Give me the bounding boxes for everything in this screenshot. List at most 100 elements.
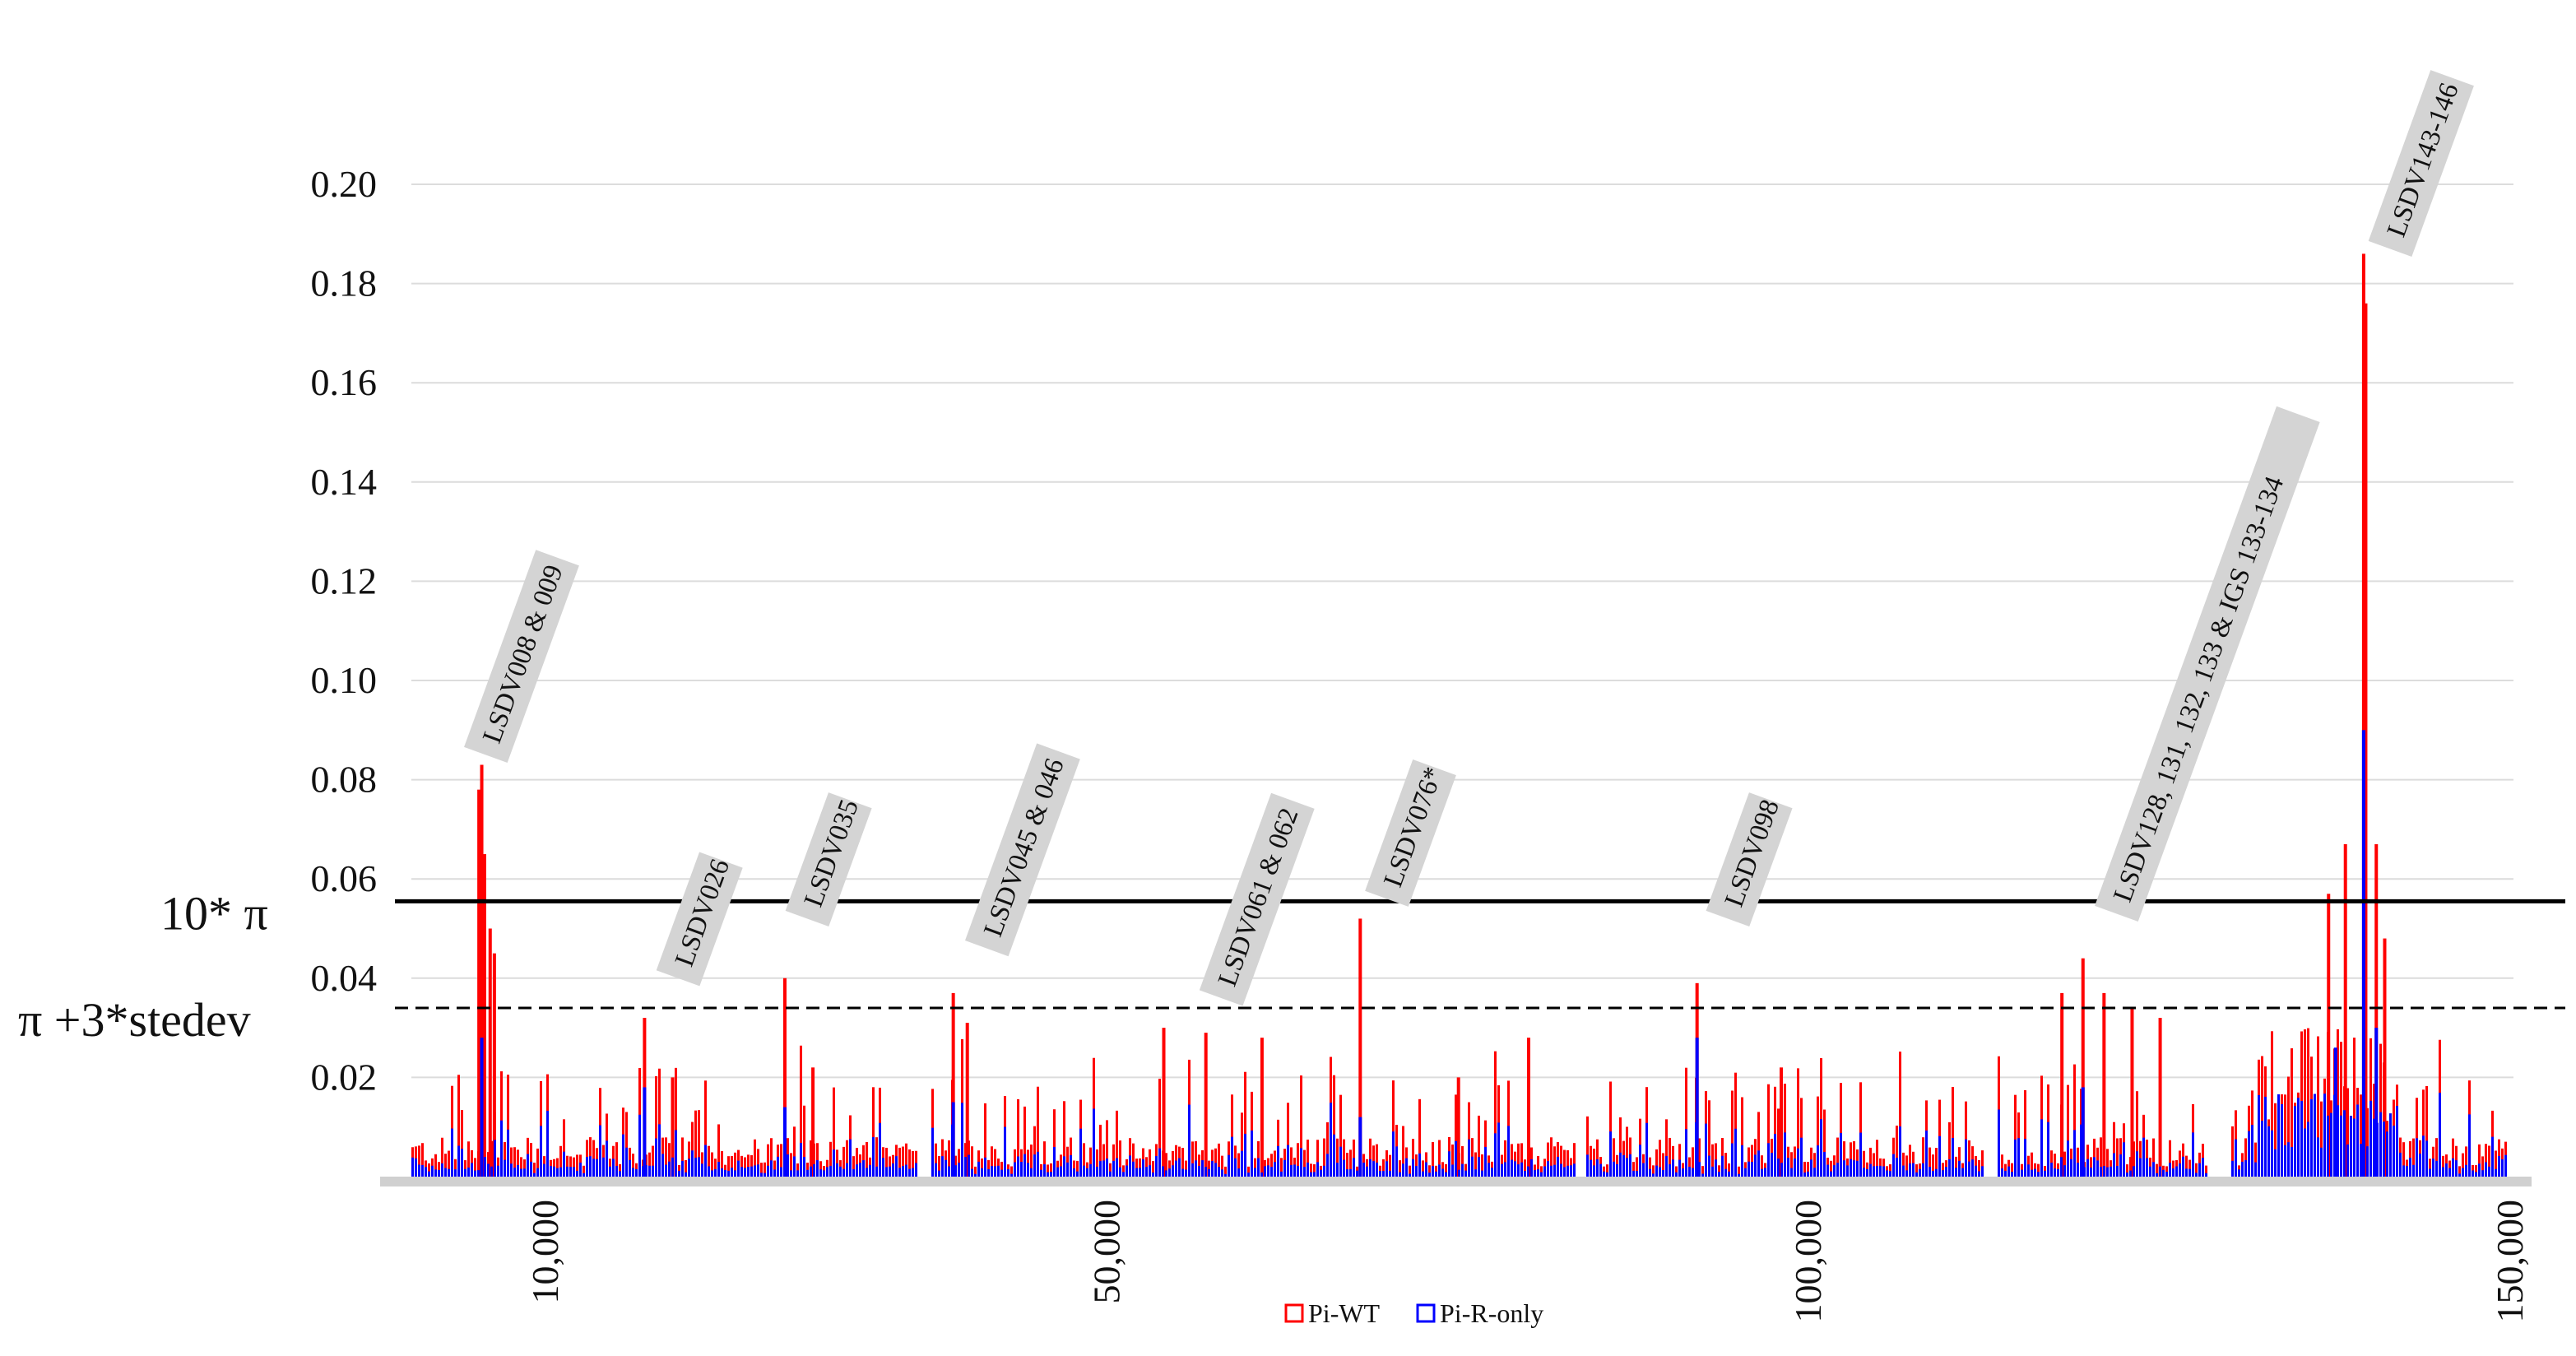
bar-pi-r-only xyxy=(2320,1147,2323,1177)
bar-pi-wt xyxy=(1343,1139,1345,1177)
bar-pi-r-only xyxy=(448,1168,450,1177)
bar-pi-r-only xyxy=(1023,1154,1026,1177)
bar-pi-r-only xyxy=(1310,1172,1312,1177)
bar-pi-wt xyxy=(665,1137,667,1177)
bar-pi-wt xyxy=(1372,1145,1375,1177)
peak-pi-wt xyxy=(2343,843,2347,1177)
bar-pi-wt xyxy=(2169,1140,2171,1177)
peak-pi-r-only xyxy=(480,1038,484,1177)
bar-pi-r-only xyxy=(1382,1171,1385,1177)
bar-pi-wt xyxy=(1909,1145,1911,1177)
bar-pi-r-only xyxy=(2307,1121,2309,1177)
x-axis: 10,000 50,000 100,000 150,000 xyxy=(524,1200,2531,1323)
bar-pi-wt xyxy=(1520,1143,1523,1177)
bar-pi-wt xyxy=(971,1146,973,1177)
bar-pi-r-only xyxy=(1537,1169,1539,1177)
bar-pi-r-only xyxy=(461,1149,463,1177)
bar-pi-r-only xyxy=(2011,1172,2013,1177)
bar-pi-r-only xyxy=(1102,1160,1105,1177)
bar-pi-r-only xyxy=(2244,1160,2247,1177)
series-pi-r-only xyxy=(411,730,2507,1177)
bar-pi-r-only xyxy=(984,1157,986,1177)
bar-pi-wt xyxy=(1399,1160,1401,1177)
bar-pi-r-only xyxy=(566,1166,569,1177)
bar-pi-r-only xyxy=(787,1154,789,1177)
bar-pi-r-only xyxy=(559,1167,562,1177)
bar-pi-wt xyxy=(2054,1154,2056,1177)
bar-pi-r-only xyxy=(530,1161,532,1177)
bar-pi-r-only xyxy=(780,1167,782,1177)
bar-pi-wt xyxy=(2422,1089,2425,1177)
bar-pi-wt xyxy=(872,1087,875,1177)
y-axis: 0.20 0.18 0.16 0.14 0.12 0.10 0.08 0.06 0.04 0.02 xyxy=(311,163,378,1098)
bar-pi-wt xyxy=(708,1145,710,1177)
bar-pi-r-only xyxy=(1550,1165,1553,1177)
bar-pi-r-only xyxy=(754,1165,756,1177)
bar-pi-r-only xyxy=(1731,1143,1734,1177)
bar-pi-wt xyxy=(1563,1149,1566,1177)
peak-pi-r-only xyxy=(1695,1038,1699,1177)
bar-pi-wt xyxy=(1244,1071,1246,1177)
bar-pi-wt xyxy=(1231,1094,1233,1177)
bar-pi-r-only xyxy=(1873,1166,1875,1177)
y-tick-label: 0.08 xyxy=(311,759,378,801)
bar-pi-r-only xyxy=(1198,1166,1200,1177)
bar-pi-wt xyxy=(1685,1067,1687,1177)
bar-pi-r-only xyxy=(1810,1159,1812,1177)
bar-pi-r-only xyxy=(2317,1137,2319,1177)
bar-pi-r-only xyxy=(915,1163,917,1177)
bar-pi-wt xyxy=(1596,1139,1599,1177)
bar-pi-wt xyxy=(2360,1094,2362,1177)
bar-pi-r-only xyxy=(810,1166,812,1177)
bar-pi-r-only xyxy=(1665,1155,1668,1177)
bar-pi-wt xyxy=(1774,1086,1776,1177)
bar-pi-wt xyxy=(2317,1036,2319,1177)
bar-pi-wt xyxy=(1122,1165,1125,1177)
bar-pi-r-only xyxy=(2478,1163,2481,1177)
bar-pi-r-only xyxy=(1047,1172,1049,1177)
bar-pi-wt xyxy=(2478,1144,2481,1177)
bar-pi-wt xyxy=(2067,1084,2069,1177)
bar-pi-r-only xyxy=(2425,1140,2428,1177)
bar-pi-wt xyxy=(816,1143,819,1177)
bar-pi-r-only xyxy=(2277,1094,2280,1177)
bar-pi-wt xyxy=(1474,1152,1477,1177)
bar-pi-wt xyxy=(2291,1048,2293,1177)
bar-pi-r-only xyxy=(569,1167,572,1177)
bar-pi-wt xyxy=(1053,1109,1056,1177)
bar-pi-r-only xyxy=(1929,1167,1931,1177)
bar-pi-wt xyxy=(902,1146,904,1177)
bar-pi-wt xyxy=(1106,1120,1108,1177)
peak-pi-wt xyxy=(2327,894,2331,1177)
bar-pi-r-only xyxy=(2100,1167,2102,1177)
bar-pi-wt xyxy=(698,1110,700,1177)
bar-pi-wt xyxy=(1853,1141,1855,1177)
bar-pi-r-only xyxy=(1073,1168,1075,1177)
bar-pi-wt xyxy=(1675,1166,1678,1177)
bar-pi-r-only xyxy=(1935,1168,1938,1177)
bar-pi-r-only xyxy=(1869,1163,1872,1177)
bar-pi-r-only xyxy=(1070,1154,1072,1177)
bar-pi-wt xyxy=(819,1161,822,1177)
bar-pi-r-only xyxy=(1705,1123,1707,1177)
bar-pi-wt xyxy=(1711,1144,1714,1177)
bar-pi-wt xyxy=(2495,1150,2497,1177)
bar-pi-r-only xyxy=(2063,1165,2066,1177)
bar-pi-r-only xyxy=(2044,1170,2046,1177)
bar-pi-r-only xyxy=(731,1168,733,1177)
bar-pi-wt xyxy=(1955,1156,1957,1177)
bar-pi-wt xyxy=(1116,1110,1118,1177)
bar-pi-r-only xyxy=(523,1168,526,1177)
bar-pi-r-only xyxy=(1027,1163,1029,1177)
bar-pi-r-only xyxy=(1629,1154,1631,1177)
bar-pi-wt xyxy=(444,1154,447,1177)
bar-pi-r-only xyxy=(1020,1161,1023,1177)
bar-pi-r-only xyxy=(1471,1156,1474,1177)
bar-pi-wt xyxy=(2133,1141,2135,1177)
bar-pi-r-only xyxy=(655,1138,657,1177)
bar-pi-wt xyxy=(1326,1121,1329,1177)
bar-pi-r-only xyxy=(484,1157,486,1177)
bar-pi-wt xyxy=(757,1149,759,1177)
bar-pi-wt xyxy=(885,1147,888,1177)
bar-pi-r-only xyxy=(629,1159,631,1177)
